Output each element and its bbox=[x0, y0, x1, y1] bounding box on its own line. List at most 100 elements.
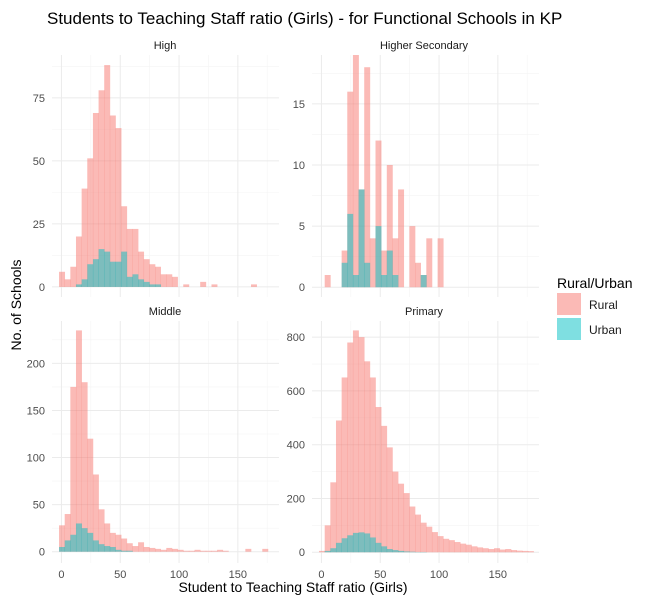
bar-rural bbox=[132, 546, 139, 552]
bar-rural bbox=[262, 548, 269, 552]
bar-rural bbox=[121, 206, 128, 287]
bar-rural bbox=[398, 483, 405, 553]
bar-urban bbox=[143, 281, 150, 287]
y-tick-label: 15 bbox=[293, 99, 305, 111]
bar-urban bbox=[352, 275, 359, 288]
panel-higher-secondary: 0 5 10 15 bbox=[293, 55, 539, 297]
bar-rural bbox=[403, 493, 410, 553]
legend-swatch-rural bbox=[557, 293, 581, 315]
x-tick-label: 50 bbox=[114, 569, 126, 581]
bar-urban bbox=[109, 546, 116, 552]
legend-swatch-urban bbox=[557, 318, 581, 340]
y-tick-label: 100 bbox=[27, 453, 45, 465]
y-tick-label: 0 bbox=[299, 547, 305, 559]
bar-rural bbox=[511, 550, 517, 553]
bar-rural bbox=[104, 523, 111, 552]
bar-urban bbox=[138, 279, 145, 287]
y-tick-label: 0 bbox=[39, 547, 45, 559]
bar-rural bbox=[200, 550, 207, 552]
x-tick-label: 0 bbox=[58, 569, 64, 581]
bar-rural bbox=[409, 506, 416, 553]
bar-rural bbox=[126, 543, 133, 552]
bar-rural bbox=[211, 284, 218, 287]
bar-rural bbox=[494, 548, 501, 553]
bar-rural bbox=[386, 447, 393, 553]
bar-rural bbox=[251, 284, 257, 287]
bar-rural bbox=[217, 549, 224, 552]
bar-urban bbox=[330, 548, 337, 553]
bar-urban bbox=[335, 542, 342, 553]
bar-urban bbox=[364, 533, 371, 553]
bar-rural bbox=[109, 115, 116, 287]
y-tick-label: 25 bbox=[33, 219, 45, 231]
bar-rural bbox=[415, 514, 421, 553]
bar-urban bbox=[121, 550, 128, 552]
bar-rural bbox=[200, 281, 207, 287]
bar-urban bbox=[81, 528, 88, 552]
bar-rural bbox=[81, 382, 88, 552]
bar-rural bbox=[183, 284, 190, 287]
bar-rural bbox=[177, 549, 184, 552]
bar-urban bbox=[386, 250, 393, 288]
bar-rural bbox=[149, 547, 156, 552]
bar-rural bbox=[454, 542, 461, 553]
bar-rural bbox=[92, 474, 99, 552]
bar-urban bbox=[59, 546, 66, 552]
bar-urban bbox=[398, 550, 405, 553]
bar-rural bbox=[420, 522, 427, 553]
bar-rural bbox=[155, 548, 161, 552]
bar-rural bbox=[171, 548, 178, 552]
bar-rural bbox=[121, 538, 128, 552]
facet-strip-higher-secondary: Higher Secondary bbox=[380, 40, 469, 52]
y-tick-label: 50 bbox=[33, 156, 45, 168]
bar-rural bbox=[415, 262, 421, 288]
bar-rural bbox=[160, 549, 167, 552]
bar-rural bbox=[460, 543, 467, 553]
y-tick-label: 200 bbox=[287, 493, 305, 505]
bar-rural bbox=[188, 550, 195, 552]
bar-rural bbox=[437, 238, 444, 288]
bar-rural bbox=[471, 546, 478, 553]
bar-rural bbox=[59, 525, 66, 552]
bar-rural bbox=[324, 525, 331, 553]
bar-rural bbox=[138, 542, 145, 552]
y-tick-label: 10 bbox=[293, 160, 305, 172]
bar-urban bbox=[132, 274, 139, 287]
panel-high: 0 25 50 75 bbox=[33, 55, 279, 297]
legend-label-urban: Urban bbox=[589, 323, 622, 337]
bar-rural bbox=[109, 532, 116, 552]
bar-urban bbox=[364, 262, 371, 288]
bar-rural bbox=[115, 534, 122, 552]
bar-urban bbox=[347, 213, 354, 288]
bar-rural bbox=[166, 547, 173, 552]
bar-rural bbox=[160, 274, 167, 287]
bar-rural bbox=[522, 550, 529, 553]
y-tick-label: 150 bbox=[27, 405, 45, 417]
bar-rural bbox=[375, 407, 382, 553]
bar-rural bbox=[352, 55, 359, 288]
bar-urban bbox=[81, 279, 88, 287]
bar-rural bbox=[358, 337, 365, 553]
bar-rural bbox=[245, 548, 252, 552]
bar-urban bbox=[115, 549, 122, 552]
bar-rural bbox=[465, 544, 472, 553]
bar-urban bbox=[392, 275, 399, 288]
bar-rural bbox=[352, 330, 359, 553]
bar-urban bbox=[381, 546, 388, 553]
bar-rural bbox=[505, 549, 512, 553]
x-tick-label: 0 bbox=[318, 569, 324, 581]
bar-rural bbox=[392, 471, 399, 553]
bar-rural bbox=[477, 547, 484, 553]
bar-urban bbox=[126, 276, 133, 287]
panel-primary: 0 200 400 600 800 0 50 100 150 bbox=[287, 321, 539, 581]
x-tick-label: 150 bbox=[229, 569, 247, 581]
bar-urban bbox=[358, 189, 365, 288]
bar-rural bbox=[409, 226, 416, 288]
bar-rural bbox=[70, 386, 77, 552]
bar-urban bbox=[115, 261, 122, 287]
bar-rural bbox=[211, 550, 218, 552]
bar-rural bbox=[437, 536, 444, 553]
bar-rural bbox=[59, 271, 66, 287]
bar-rural bbox=[426, 526, 433, 553]
